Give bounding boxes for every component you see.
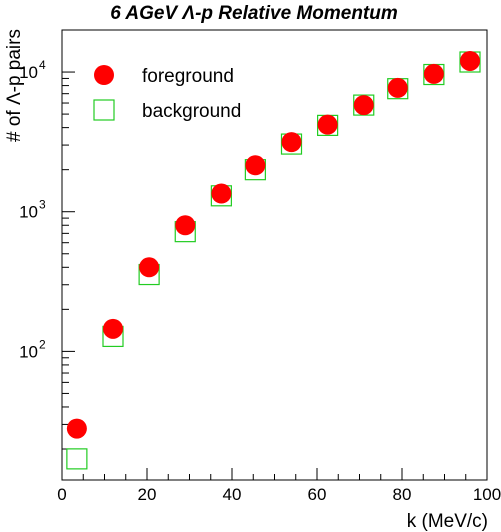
- foreground-point: [139, 257, 160, 278]
- y-tick-label-exponent: 3: [39, 198, 46, 212]
- foreground-point: [211, 183, 232, 204]
- x-axis: 0 20 40 60 80 100: [57, 468, 501, 504]
- background-point: [66, 448, 88, 470]
- foreground-point: [423, 63, 444, 84]
- foreground-point: [353, 95, 374, 116]
- foreground-point: [460, 50, 480, 71]
- x-axis-label: k (MeV/c): [407, 511, 488, 532]
- x-tick-label: 40: [223, 485, 242, 504]
- y-tick-label-exponent: 4: [39, 58, 46, 72]
- foreground-point: [66, 418, 87, 439]
- foreground-point: [317, 114, 338, 135]
- foreground-point: [245, 155, 266, 176]
- foreground-point: [387, 77, 408, 98]
- chart-title: 6 AGeV Λ-p Relative Momentum: [110, 3, 398, 24]
- x-tick-label: 100: [473, 485, 501, 504]
- legend-foreground-marker: [94, 65, 114, 85]
- plot-frame: [61, 29, 488, 481]
- y-tick-label-base: 10: [19, 63, 38, 82]
- legend-foreground-label: foreground: [142, 66, 234, 87]
- y-tick-label-base: 10: [19, 203, 38, 222]
- foreground-point: [103, 318, 123, 339]
- foreground-point: [281, 132, 302, 153]
- x-tick-label: 0: [57, 485, 66, 504]
- y-axis-label: # of Λ-p pairs: [4, 29, 25, 142]
- y-tick-label-exponent: 2: [39, 337, 46, 351]
- x-tick-label: 20: [138, 485, 157, 504]
- x-tick-label: 60: [308, 485, 327, 504]
- legend: foreground background: [93, 65, 241, 122]
- foreground-point: [175, 215, 196, 236]
- x-tick-label: 80: [393, 485, 412, 504]
- y-tick-label-base: 10: [19, 342, 38, 361]
- data-marks: [66, 50, 481, 470]
- legend-background-label: background: [142, 101, 241, 122]
- legend-background-marker: [93, 99, 115, 121]
